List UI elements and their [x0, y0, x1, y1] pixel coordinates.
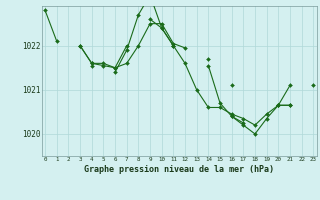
- X-axis label: Graphe pression niveau de la mer (hPa): Graphe pression niveau de la mer (hPa): [84, 165, 274, 174]
